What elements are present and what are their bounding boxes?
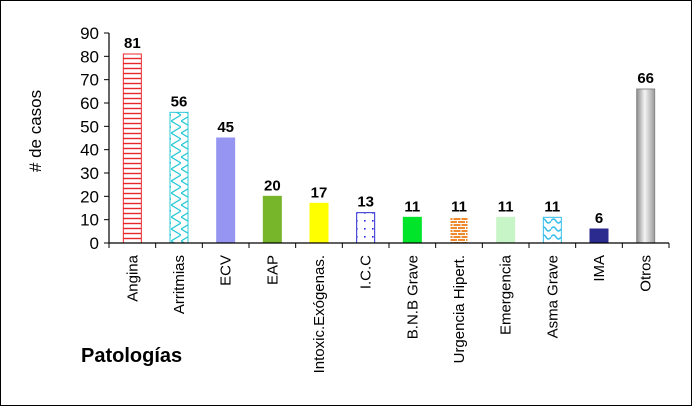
bar bbox=[402, 216, 422, 244]
data-label: 11 bbox=[451, 198, 467, 215]
y-tick-label: 30 bbox=[80, 164, 99, 183]
category-labels: Angina Arritmias ECV EAP Intoxic.Exógenas. I.… bbox=[124, 254, 654, 373]
bars bbox=[122, 53, 656, 244]
category-label: IMA bbox=[591, 255, 608, 282]
category-label: Intoxic.Exógenas. bbox=[311, 255, 328, 373]
y-tick-label: 0 bbox=[90, 234, 99, 253]
y-tick-label: 90 bbox=[80, 24, 99, 43]
bar bbox=[449, 216, 469, 244]
data-label: 45 bbox=[217, 119, 234, 136]
data-label: 13 bbox=[357, 194, 374, 211]
category-label: ECV bbox=[218, 255, 235, 286]
data-label: 20 bbox=[264, 177, 281, 194]
data-label: 17 bbox=[311, 184, 328, 201]
y-tick-label: 10 bbox=[80, 211, 99, 230]
y-tick-label: 70 bbox=[80, 71, 99, 90]
data-label: 11 bbox=[544, 198, 560, 215]
data-label: 6 bbox=[595, 210, 603, 227]
category-label: Arritmias bbox=[171, 255, 188, 314]
data-label: 56 bbox=[171, 93, 188, 110]
category-label: EAP bbox=[264, 255, 281, 285]
category-label: Angina bbox=[124, 254, 141, 301]
x-axis-label: Patologías bbox=[81, 345, 182, 367]
category-label: B.N.B Grave bbox=[404, 255, 421, 339]
category-label: I.C.C bbox=[358, 255, 375, 289]
data-label: 11 bbox=[498, 198, 514, 215]
bar bbox=[216, 137, 236, 244]
bar bbox=[356, 212, 376, 244]
category-label: Otros bbox=[638, 255, 655, 292]
bar bbox=[496, 216, 516, 244]
category-label: Asma Grave bbox=[544, 255, 561, 338]
data-label: 81 bbox=[124, 35, 141, 52]
y-tick-label: 60 bbox=[80, 94, 99, 113]
y-ticks: 0 10 20 30 40 50 60 70 80 90 bbox=[80, 24, 670, 253]
bar bbox=[636, 88, 656, 244]
y-tick-label: 20 bbox=[80, 187, 99, 206]
category-label: Urgencia Hipert. bbox=[451, 255, 468, 363]
bar bbox=[169, 111, 189, 244]
y-tick-label: 80 bbox=[80, 47, 99, 66]
bar bbox=[589, 228, 609, 244]
data-label: 11 bbox=[404, 198, 420, 215]
y-tick-label: 50 bbox=[80, 117, 99, 136]
y-axis-label: # de casos bbox=[26, 90, 45, 172]
bar bbox=[542, 216, 562, 244]
data-label: 66 bbox=[637, 70, 654, 87]
y-tick-label: 40 bbox=[80, 141, 99, 160]
category-label: Emergencia bbox=[498, 254, 515, 335]
bar bbox=[262, 195, 282, 244]
bar bbox=[309, 202, 329, 244]
bar bbox=[122, 53, 142, 244]
